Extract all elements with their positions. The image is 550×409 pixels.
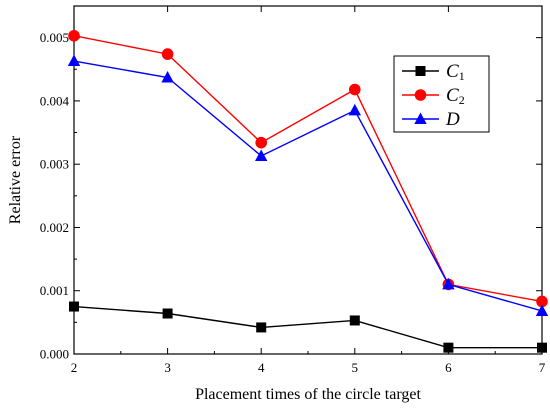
legend-marker bbox=[415, 66, 426, 76]
legend-label: D bbox=[445, 109, 460, 130]
x-tick-label: 5 bbox=[352, 360, 359, 375]
series-1 bbox=[69, 301, 547, 353]
x-tick-label: 6 bbox=[445, 360, 452, 375]
legend-marker bbox=[414, 112, 427, 124]
y-tick-label: 0.005 bbox=[40, 30, 69, 45]
y-tick-label: 0.001 bbox=[40, 283, 69, 298]
data-point bbox=[255, 149, 268, 161]
data-point bbox=[68, 29, 80, 42]
x-axis-title: Placement times of the circle target bbox=[195, 386, 421, 403]
x-tick-label: 7 bbox=[539, 360, 546, 375]
data-point bbox=[536, 295, 548, 308]
x-tick-label: 4 bbox=[258, 360, 265, 375]
y-axis: 0.000 0.001 0.002 0.003 0.004 0.005 bbox=[40, 5, 542, 362]
y-tick-label: 0.004 bbox=[40, 93, 70, 108]
data-point bbox=[349, 83, 361, 96]
series-layer bbox=[67, 29, 549, 353]
data-point bbox=[161, 48, 174, 60]
data-point bbox=[256, 322, 267, 333]
data-point bbox=[349, 315, 360, 326]
series-line bbox=[73, 305, 542, 349]
data-point bbox=[161, 70, 174, 83]
y-tick-label: 0.002 bbox=[40, 220, 69, 235]
data-point bbox=[67, 54, 81, 67]
series-line bbox=[73, 60, 543, 312]
series-line bbox=[73, 35, 543, 303]
data-point bbox=[348, 103, 361, 116]
legend-box bbox=[393, 55, 490, 133]
data-point bbox=[69, 301, 79, 312]
legend-marker bbox=[414, 89, 427, 101]
data-point bbox=[162, 308, 173, 319]
data-point bbox=[443, 342, 454, 353]
legend-label: C1 bbox=[446, 61, 465, 83]
x-tick-label: 3 bbox=[164, 360, 171, 375]
data-point bbox=[537, 342, 547, 353]
legend-label: C2 bbox=[446, 85, 465, 107]
data-point bbox=[442, 277, 455, 290]
x-tick-label: 2 bbox=[71, 360, 78, 375]
y-tick-label: 0.000 bbox=[40, 347, 69, 362]
series-3 bbox=[67, 54, 549, 316]
data-point bbox=[535, 304, 549, 316]
y-axis-title: Relative error bbox=[7, 135, 24, 224]
data-point bbox=[255, 136, 267, 149]
y-tick-label: 0.003 bbox=[40, 157, 69, 172]
